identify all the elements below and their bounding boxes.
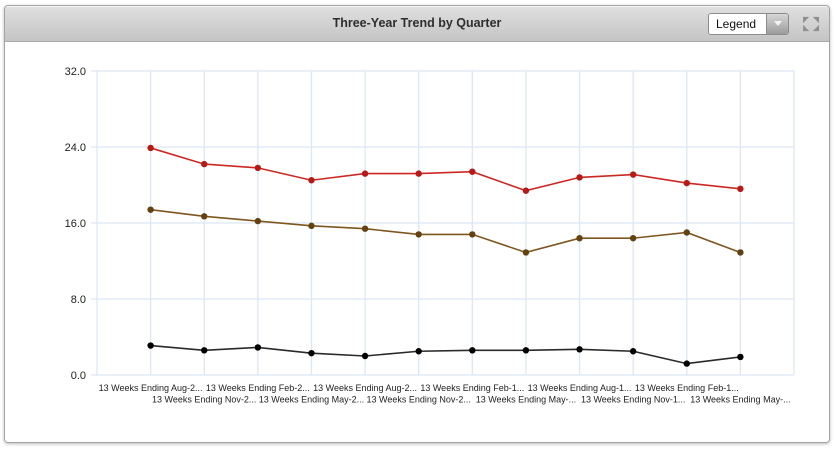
brown-series-point[interactable] [201, 213, 208, 220]
x-axis-label: 13 Weeks Ending Feb-1... [420, 383, 524, 393]
black-series-point[interactable] [254, 344, 262, 351]
expand-icon-glyph [803, 16, 819, 31]
x-axis-label: 13 Weeks Ending Aug-1... [528, 383, 632, 393]
x-axis-label: 13 Weeks Ending Nov-2... [152, 395, 256, 405]
y-tick-label: 16.0 [65, 218, 86, 230]
black-series-point[interactable] [683, 360, 690, 367]
x-axis-label: 13 Weeks Ending May-... [476, 395, 576, 405]
widget-header: Three-Year Trend by Quarter Legend [5, 6, 829, 42]
brown-series-point[interactable] [308, 222, 315, 230]
black-series-point[interactable] [308, 349, 315, 357]
black-series-point[interactable] [576, 346, 583, 353]
brown-series-line [150, 208, 741, 254]
brown-series-point[interactable] [576, 235, 583, 242]
black-series-point[interactable] [469, 347, 476, 354]
brown-series-point[interactable] [629, 235, 637, 242]
brown-series-point[interactable] [361, 225, 369, 232]
red-series-point[interactable] [576, 174, 583, 181]
black-series-point[interactable] [629, 348, 637, 355]
chart-area: 32.0 24.0 16.0 8.0 0.0 13 Weeks Ending Aug-2.… [5, 42, 829, 442]
red-series-point[interactable] [147, 144, 154, 152]
red-series-point[interactable] [469, 168, 476, 175]
brown-series-point[interactable] [737, 249, 744, 256]
trend-chart-svg: 32.0 24.0 16.0 8.0 0.0 13 Weeks Ending Aug-2.… [65, 66, 795, 405]
red-series-point[interactable] [308, 177, 315, 184]
black-series-line [150, 344, 741, 365]
chevron-down-icon [773, 21, 782, 26]
brown-series-point[interactable] [469, 231, 476, 238]
x-axis-label: 13 Weeks Ending Feb-1... [635, 383, 739, 393]
red-series-line [150, 147, 741, 192]
widget-title: Three-Year Trend by Quarter [332, 16, 502, 30]
brown-series-point[interactable] [147, 206, 154, 213]
expand-icon[interactable] [801, 15, 821, 33]
black-series-point[interactable] [522, 347, 530, 354]
brown-series-point[interactable] [415, 231, 422, 238]
red-series-point[interactable] [361, 170, 369, 177]
red-series-point[interactable] [629, 171, 637, 178]
red-series-point[interactable] [737, 185, 744, 192]
black-series-point[interactable] [415, 348, 422, 355]
y-tick-label: 32.0 [65, 66, 86, 78]
x-axis-label: 13 Weeks Ending Nov-2... [366, 395, 470, 405]
legend-dropdown[interactable]: Legend [708, 12, 789, 35]
x-axis-label: 13 Weeks Ending May-... [690, 395, 790, 405]
legend-dropdown-button[interactable] [766, 13, 788, 34]
red-series-point[interactable] [683, 179, 690, 187]
chart-widget: Three-Year Trend by Quarter Legend [4, 5, 830, 443]
brown-series-point[interactable] [683, 229, 690, 236]
x-axis-label: 13 Weeks Ending Feb-2... [206, 383, 310, 393]
x-axis-label: 13 Weeks Ending May-2... [259, 395, 364, 405]
y-tick-label: 8.0 [71, 294, 86, 306]
black-series-point[interactable] [147, 342, 154, 349]
y-tick-label: 0.0 [71, 370, 86, 382]
legend-dropdown-value: Legend [709, 13, 766, 34]
x-axis-label: 13 Weeks Ending Aug-2... [313, 383, 417, 393]
brown-series-point[interactable] [254, 217, 262, 225]
black-series-point[interactable] [737, 353, 744, 361]
red-series-point[interactable] [415, 170, 422, 177]
header-controls: Legend [708, 6, 821, 41]
x-axis-label: 13 Weeks Ending Aug-2... [99, 383, 203, 393]
y-tick-label: 24.0 [65, 142, 86, 154]
black-series-point[interactable] [201, 347, 208, 354]
red-series-point[interactable] [201, 160, 208, 168]
black-series-point[interactable] [361, 352, 369, 360]
red-series-point[interactable] [522, 187, 530, 194]
x-axis-label: 13 Weeks Ending Nov-1... [581, 395, 685, 405]
red-series-point[interactable] [254, 164, 262, 172]
brown-series-point[interactable] [522, 249, 530, 256]
